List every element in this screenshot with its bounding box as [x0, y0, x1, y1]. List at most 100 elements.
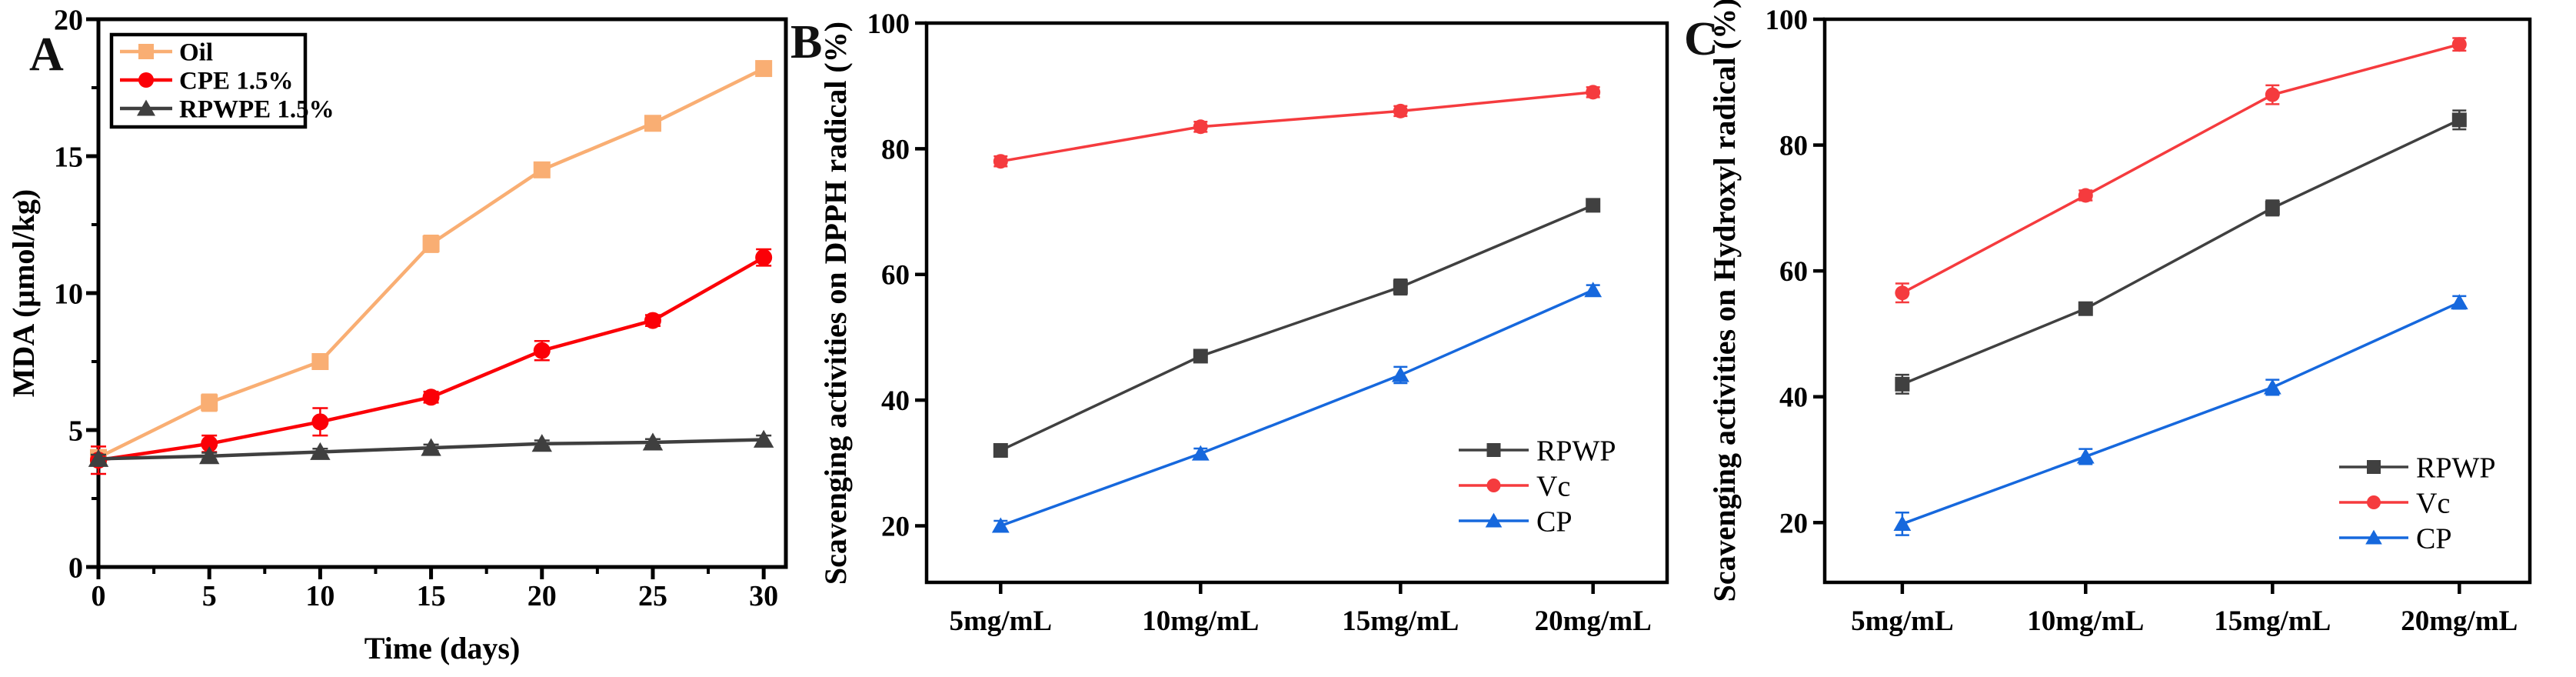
- x-tick-label: 5mg/mL: [949, 605, 1052, 637]
- legend-label: RPWP: [1536, 435, 1616, 467]
- circle-icon: [138, 72, 154, 88]
- circle-marker: [201, 435, 218, 452]
- triangle-icon: [2365, 529, 2382, 545]
- y-axis: 20 40 60 80 100: [867, 8, 927, 542]
- circle-marker: [2265, 87, 2280, 102]
- y-tick-label: 5: [68, 415, 83, 447]
- x-tick-label: 10mg/mL: [1142, 605, 1259, 637]
- triangle-marker: [2450, 294, 2468, 310]
- y-tick-label: 40: [1779, 382, 1808, 414]
- triangle-marker: [421, 438, 441, 456]
- legend-label: Vc: [2416, 487, 2450, 519]
- triangle-marker: [88, 449, 109, 467]
- circle-marker: [2451, 37, 2467, 52]
- circle-marker: [422, 389, 440, 406]
- square-marker: [533, 161, 551, 178]
- x-tick-label: 20mg/mL: [2401, 605, 2518, 637]
- y-axis-title: MDA (μmol/kg): [6, 189, 41, 397]
- x-tick-label: 10: [305, 580, 334, 612]
- y-axis: 20 40 60 80 100: [1766, 5, 1825, 539]
- data-line: [1000, 288, 1594, 528]
- series-rpwp: [1895, 109, 2467, 395]
- circle-icon: [2367, 495, 2381, 509]
- x-tick-label: 30: [749, 580, 778, 612]
- panel-c-label: C: [1684, 13, 1719, 65]
- square-marker: [311, 353, 329, 370]
- x-axis: 5mg/mL 10mg/mL 15mg/mL 20mg/mL: [1851, 582, 2518, 637]
- circle-marker: [533, 342, 551, 359]
- circle-marker: [1586, 85, 1601, 100]
- circle-marker: [1393, 103, 1408, 118]
- panel-a-label: A: [29, 28, 64, 81]
- x-tick-label: 15: [417, 580, 446, 612]
- triangle-marker: [642, 432, 664, 451]
- triangle-marker: [310, 442, 331, 460]
- y-axis-title: Scavenging activities on DPPH radical (%…: [818, 22, 853, 585]
- square-icon: [1486, 443, 1501, 457]
- panel-b-label: B: [790, 16, 823, 68]
- panel-b-dpph-chart: 20 40 60 80 100 5mg/mL 10mg/mL 15mg/mL 20mg/mL Sc…: [818, 8, 1669, 637]
- series-vc: [1895, 37, 2467, 304]
- square-marker: [1895, 376, 1910, 392]
- square-marker: [422, 235, 440, 252]
- circle-marker: [755, 248, 773, 266]
- data-line: [1000, 204, 1594, 452]
- y-tick-label: 15: [54, 141, 83, 173]
- x-tick-label: 0: [92, 580, 106, 612]
- y-tick-label: 40: [881, 385, 910, 417]
- y-tick-label: 100: [867, 8, 910, 40]
- triangle-marker: [1893, 515, 1912, 531]
- triangle-marker: [2263, 379, 2281, 395]
- square-marker: [1193, 349, 1208, 364]
- y-tick-label: 60: [1779, 256, 1808, 288]
- series-cp: [991, 282, 1603, 533]
- x-tick-label: 10mg/mL: [2027, 605, 2144, 637]
- triangle-marker: [991, 517, 1010, 533]
- legend-label: RPWP: [2416, 452, 2495, 484]
- triangle-marker: [2076, 448, 2095, 464]
- square-icon: [138, 44, 154, 59]
- y-tick-label: 10: [54, 278, 83, 310]
- square-icon: [2367, 460, 2381, 474]
- data-line: [1902, 118, 2461, 385]
- triangle-icon: [137, 99, 155, 116]
- panel-a-mda-chart: 0 5 10 15 20 0 5 10 15 20 25 30 Time (days) MDA (μmol…: [6, 4, 788, 665]
- x-tick-label: 20: [528, 580, 557, 612]
- triangle-marker: [753, 429, 774, 448]
- plot-frame: [1822, 17, 2532, 585]
- legend-label: Oil: [179, 39, 213, 67]
- circle-marker: [644, 312, 661, 329]
- series-rpwp: [993, 198, 1601, 458]
- x-tick-label: 25: [638, 580, 667, 612]
- x-axis: 5mg/mL 10mg/mL 15mg/mL 20mg/mL: [949, 582, 1652, 637]
- square-marker: [755, 60, 773, 78]
- y-axis-title: Scavenging activities on Hydroxyl radica…: [1707, 0, 1742, 602]
- plot-frame: [924, 21, 1669, 585]
- series-vc: [993, 85, 1601, 169]
- series-cp: [1893, 294, 2468, 536]
- x-axis-title: Time (days): [364, 631, 521, 665]
- square-marker: [1393, 279, 1408, 295]
- y-tick-label: 100: [1766, 5, 1809, 36]
- x-tick-label: 5mg/mL: [1851, 605, 1954, 637]
- square-marker: [993, 442, 1008, 458]
- triangle-marker: [1391, 366, 1409, 382]
- circle-marker: [1895, 285, 1910, 301]
- legend-label: CPE 1.5%: [179, 68, 294, 95]
- legend-label: Vc: [1536, 470, 1570, 502]
- triangle-marker: [1584, 282, 1603, 298]
- legend-label: RPWPE 1.5%: [179, 96, 334, 124]
- square-marker: [2078, 301, 2093, 316]
- series-rpwpe-1-5-: [88, 429, 774, 467]
- square-marker: [201, 394, 218, 412]
- y-tick-label: 80: [881, 134, 910, 165]
- x-axis: 0 5 10 15 20 25 30: [92, 567, 778, 612]
- triangle-marker: [531, 434, 552, 452]
- square-marker: [644, 115, 661, 132]
- panel-c-hydroxyl-chart: 20 40 60 80 100 5mg/mL 10mg/mL 15mg/mL 20mg/mL Sc…: [1707, 0, 2532, 637]
- circle-marker: [2078, 188, 2093, 203]
- data-line: [1902, 43, 2460, 295]
- y-tick-label: 0: [68, 552, 83, 584]
